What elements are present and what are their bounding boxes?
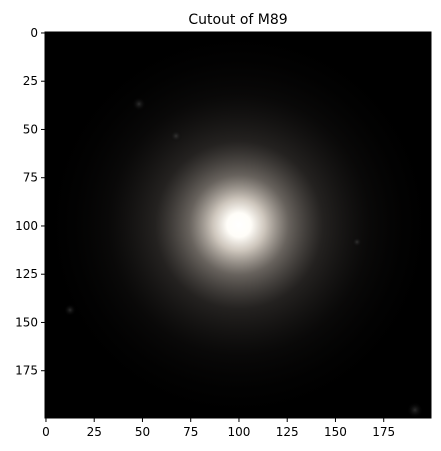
y-tick-label: 175 [15, 364, 38, 378]
y-tick-label: 100 [15, 219, 38, 233]
y-tick-label: 75 [23, 171, 38, 185]
faint-source [407, 402, 423, 418]
faint-source [170, 130, 182, 142]
faint-source [132, 97, 146, 111]
x-tick-label: 100 [228, 425, 251, 439]
image-area [45, 32, 431, 418]
faint-source [64, 304, 76, 316]
y-tick-label: 0 [30, 26, 38, 40]
x-tick-label: 50 [135, 425, 150, 439]
y-axis: 0 25 50 75 100 125 150 175 [15, 26, 45, 378]
x-tick-label: 125 [276, 425, 299, 439]
galaxy-glow [45, 32, 431, 418]
y-tick-label: 150 [15, 315, 38, 329]
y-tick-label: 25 [23, 74, 38, 88]
x-tick-label: 25 [87, 425, 102, 439]
chart-title: Cutout of M89 [188, 12, 287, 28]
plot-frame [44, 31, 432, 419]
y-tick-label: 50 [23, 122, 38, 136]
faint-source [352, 237, 362, 247]
x-tick-label: 75 [183, 425, 198, 439]
x-tick-label: 175 [372, 425, 395, 439]
x-tick-label: 0 [42, 425, 50, 439]
x-axis: 0 25 50 75 100 125 150 175 [42, 418, 395, 439]
x-tick-label: 150 [324, 425, 347, 439]
y-tick-label: 125 [15, 267, 38, 281]
